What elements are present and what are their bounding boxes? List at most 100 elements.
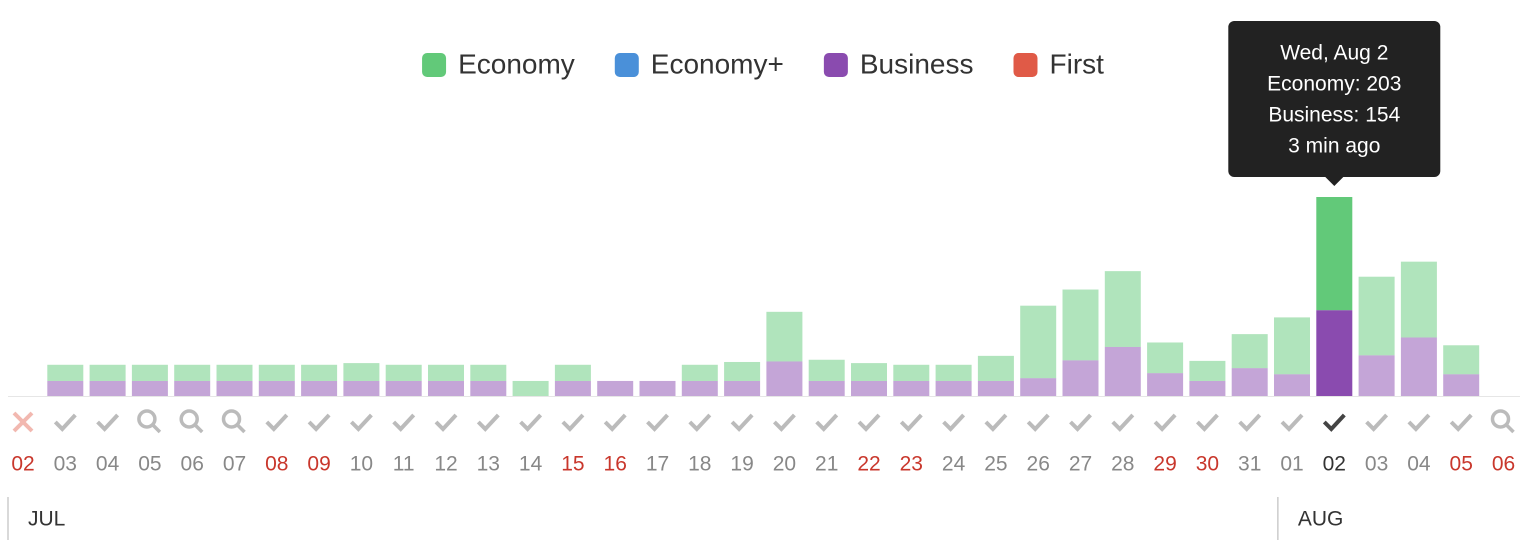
day-label: 13 [477, 453, 500, 476]
bar-segment [851, 363, 887, 381]
bar-segment [1020, 305, 1057, 379]
bar-segment [343, 363, 380, 381]
bar-segment [1104, 346, 1141, 396]
day-label: 05 [1450, 453, 1473, 476]
status-check [1153, 413, 1177, 432]
day-label: 30 [1196, 453, 1219, 476]
bar-segment [512, 380, 549, 396]
bar-segment [470, 380, 507, 396]
bar-segment [1147, 342, 1184, 374]
bar-segment [131, 364, 168, 381]
bar-segment [1189, 380, 1226, 396]
tooltip-line: Economy: 203 [1267, 73, 1401, 96]
status-check [1407, 413, 1431, 432]
bar-segment [935, 364, 972, 381]
tooltip-box [1228, 21, 1441, 177]
bar-segment [1231, 334, 1268, 369]
bar-segment [977, 380, 1014, 396]
status-check [1322, 413, 1346, 432]
bar-segment [1104, 271, 1141, 347]
bar-segment [724, 380, 761, 396]
tooltip-footer: 3 min ago [1288, 135, 1380, 158]
tooltip-arrow [1325, 177, 1344, 186]
status-check [730, 413, 754, 432]
day-label: 27 [1069, 453, 1092, 476]
day-label: 21 [815, 453, 838, 476]
status-check [688, 413, 712, 432]
legend-swatch [614, 53, 639, 77]
bar-segment [174, 380, 211, 396]
day-label: 24 [942, 453, 966, 476]
day-label: 31 [1238, 453, 1261, 476]
status-search [137, 409, 162, 434]
bar-segment [343, 380, 380, 396]
tooltip-title: Wed, Aug 2 [1280, 42, 1388, 65]
day-label: 14 [519, 453, 543, 476]
status-check [96, 413, 120, 432]
status-check [942, 413, 966, 432]
day-label: 25 [984, 453, 1007, 476]
legend: Economy Economy+ Business First [422, 48, 1104, 79]
status-search-lens [1490, 409, 1511, 429]
day-label: 10 [350, 453, 373, 476]
bar-segment [1316, 197, 1353, 311]
bar-segment [935, 380, 972, 396]
status-check [1280, 413, 1304, 432]
tooltip-line: Business: 154 [1268, 104, 1400, 127]
status-check [646, 413, 669, 432]
bar-segment [808, 359, 845, 381]
status-check [307, 413, 331, 432]
bar-segment [724, 361, 761, 381]
legend-label: Economy+ [651, 48, 784, 79]
bar-segment [1400, 337, 1437, 396]
day-label: 08 [265, 453, 288, 476]
day-label: 17 [646, 453, 669, 476]
day-label: 01 [1280, 453, 1303, 476]
day-label: 02 [11, 453, 34, 476]
bar-segment [428, 364, 464, 381]
day-label: 23 [900, 453, 923, 476]
bar-segment [1062, 360, 1099, 396]
bar-segment [216, 380, 253, 396]
bar-segment [131, 380, 168, 396]
bar-segment [301, 364, 338, 381]
bar-segment [808, 380, 845, 396]
bar-segment [1316, 310, 1353, 396]
bar-segment [851, 380, 887, 396]
day-label: 06 [181, 453, 204, 476]
bar-segment [301, 380, 338, 396]
status-search-handle [193, 423, 204, 434]
status-check [349, 413, 373, 432]
day-label: 11 [393, 453, 415, 476]
status-check [265, 413, 289, 432]
bar-segment [385, 364, 422, 381]
legend-swatch [823, 53, 848, 77]
status-check [1238, 413, 1262, 432]
status-check [561, 413, 585, 432]
day-label: 06 [1492, 453, 1515, 476]
day-label: 28 [1111, 453, 1134, 476]
status-check [1111, 413, 1135, 432]
bar-segment [766, 361, 803, 396]
bar-segment [1147, 373, 1184, 396]
bar-segment [766, 311, 803, 362]
status-check [476, 413, 500, 432]
status-check [434, 413, 458, 432]
day-label: 03 [1365, 453, 1388, 476]
bar-segment [1274, 317, 1310, 375]
bar-segment [1358, 276, 1395, 356]
bar-segment [1231, 368, 1268, 396]
status-search-lens [221, 409, 242, 429]
day-label: 03 [54, 453, 77, 476]
bar-segment [1443, 374, 1480, 396]
month-label: AUG [1298, 508, 1344, 531]
day-label: 26 [1027, 453, 1050, 476]
bar-segment [89, 380, 126, 396]
day-label: 29 [1153, 453, 1176, 476]
status-check [519, 413, 543, 432]
bar-segment [639, 380, 676, 396]
bar-segment [1443, 345, 1480, 375]
status-search-handle [151, 423, 162, 434]
bar-segment [89, 364, 126, 381]
